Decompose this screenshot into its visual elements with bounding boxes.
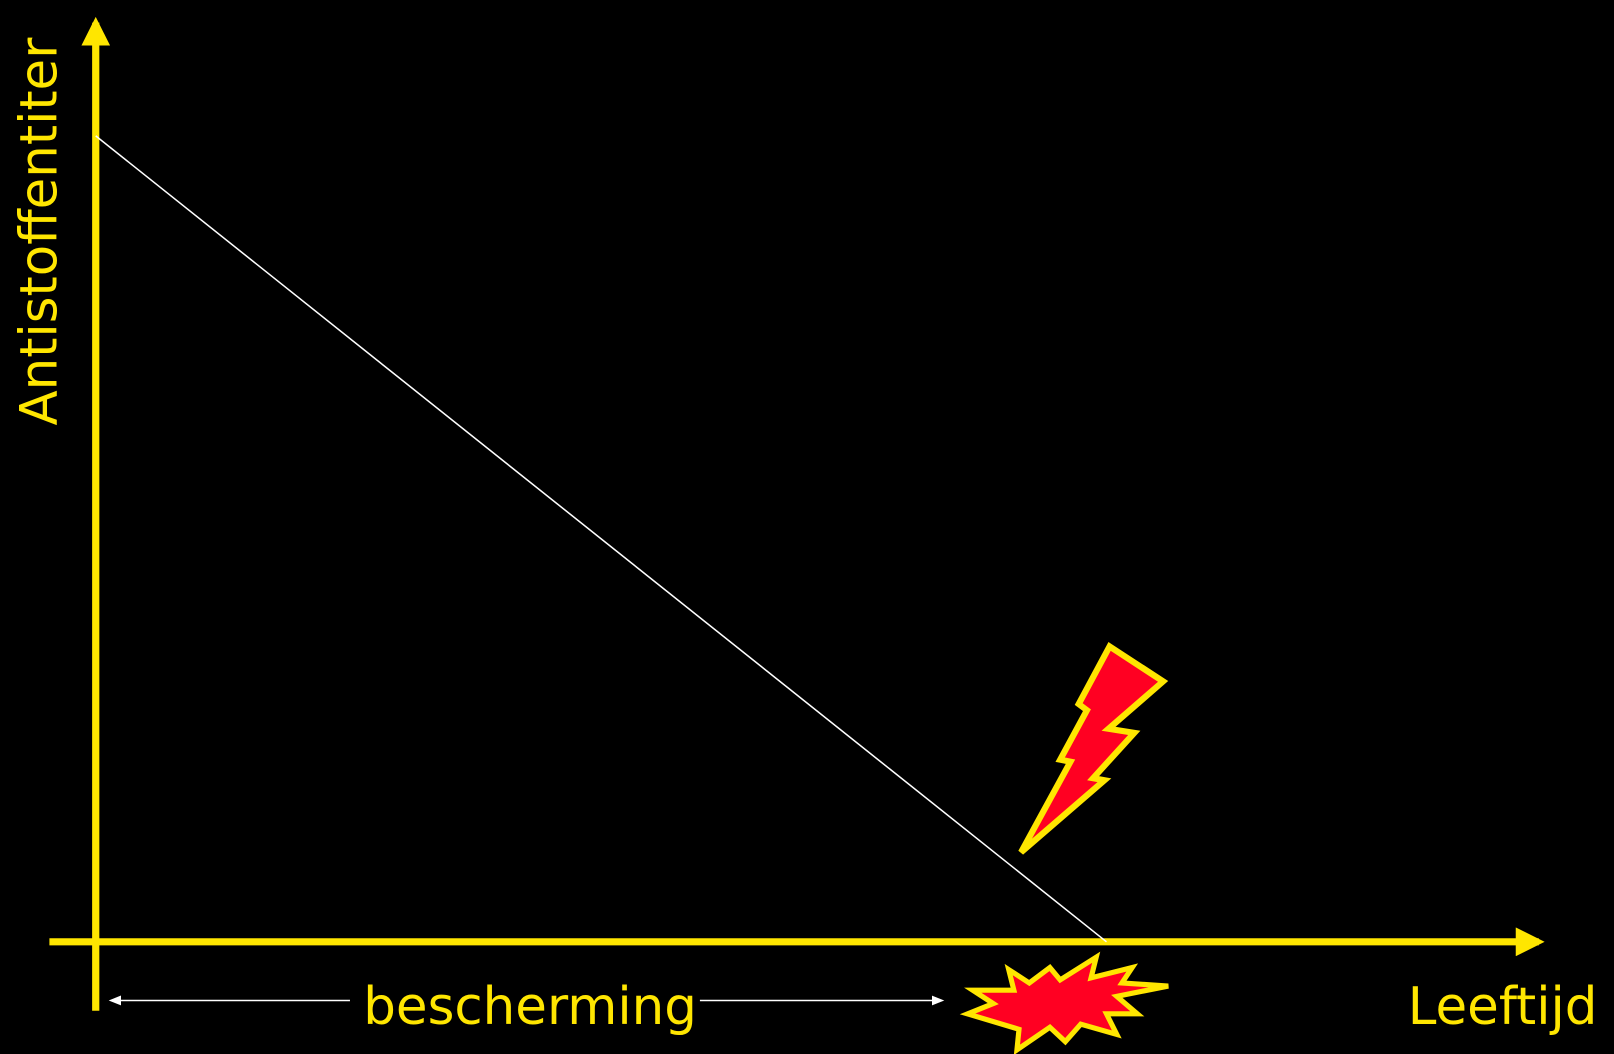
drawing: bescherming Leeftijd Antistoffentiter xyxy=(10,16,1598,1054)
titer-line xyxy=(95,135,1107,943)
y-axis-label: Antistoffentiter xyxy=(10,37,70,426)
lightning-bolt xyxy=(1018,641,1169,855)
span-label: bescherming xyxy=(363,977,697,1037)
burst xyxy=(959,951,1169,1054)
x-axis-label: Leeftijd xyxy=(1408,977,1598,1037)
